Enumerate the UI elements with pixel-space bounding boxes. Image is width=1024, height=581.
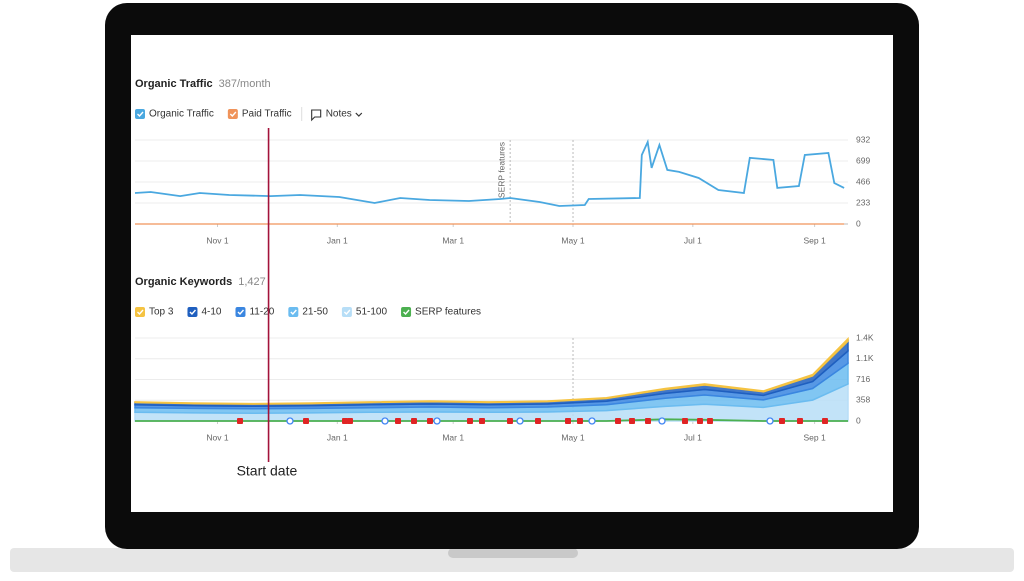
chart-title: Organic Keywords: [135, 276, 232, 288]
x-tick-label: Jul 1: [684, 432, 702, 442]
serp-icon: [779, 418, 785, 424]
legend-label: Top 3: [149, 307, 174, 318]
legend-checkbox[interactable]: [341, 307, 352, 317]
legend-checkbox[interactable]: [135, 307, 145, 317]
y-tick-label: 233: [856, 197, 870, 207]
legend-checkbox[interactable]: [187, 307, 198, 317]
serp-icon: [427, 418, 433, 424]
x-tick-label: Sep 1: [803, 432, 825, 442]
serp-icon: [507, 418, 513, 424]
y-tick-label: 1.4K: [856, 332, 874, 342]
serp-icon: [535, 418, 541, 424]
start-date-label: Start date: [237, 463, 298, 479]
line-series: [134, 138, 845, 207]
serp-icon: [479, 418, 485, 424]
x-tick-label: May 1: [561, 432, 584, 442]
chart-title: Organic Traffic: [135, 78, 213, 90]
legend-check: [237, 309, 245, 316]
serp-icon: [433, 417, 441, 425]
legend-checkbox[interactable]: [235, 307, 246, 317]
legend-label: 11-20: [249, 307, 274, 318]
legend-checkbox[interactable]: [288, 307, 299, 317]
x-tick-label: Jan 1: [327, 432, 348, 442]
legend-label: 51-100: [356, 307, 388, 318]
x-tick-label: Mar 1: [442, 235, 464, 245]
legend-check: [189, 309, 196, 316]
area-series: [134, 336, 849, 405]
notes-caret: [355, 112, 363, 117]
y-tick-label: 932: [856, 134, 870, 144]
serp-icon: [766, 417, 774, 425]
serp-icon: [707, 418, 713, 424]
serp-icon: [395, 418, 401, 424]
x-tick-label: Mar 1: [442, 432, 464, 442]
notes-icon: [311, 109, 322, 122]
legend-checkbox[interactable]: [135, 109, 145, 119]
x-tick-label: Nov 1: [206, 432, 228, 442]
y-tick-label: 358: [856, 395, 870, 405]
serp-icon: [381, 417, 389, 425]
serp-icon: [615, 418, 621, 424]
serp-icon: [237, 418, 243, 424]
y-tick-label: 1.1K: [856, 353, 874, 363]
chart-subtitle: 387/month: [219, 78, 271, 90]
legend-label: Organic Traffic: [149, 109, 214, 120]
legend-label: 21-50: [302, 307, 328, 318]
annotation-label: SERP features: [496, 142, 506, 198]
serp-icon: [697, 418, 703, 424]
y-tick-label: 0: [856, 218, 861, 228]
legend-label: SERP features: [415, 307, 481, 318]
legend-check: [229, 111, 237, 118]
screen: [131, 35, 893, 512]
laptop-base: [10, 548, 1014, 572]
serp-icon: [658, 417, 666, 425]
serp-icon: [411, 418, 417, 424]
serp-icon: [682, 418, 688, 424]
serp-icon: [286, 417, 294, 425]
x-tick-label: Jan 1: [327, 235, 348, 245]
laptop-notch: [448, 548, 578, 558]
serp-icon: [303, 418, 309, 424]
serp-icon: [822, 418, 828, 424]
x-tick-label: Jul 1: [684, 235, 702, 245]
serp-icon: [629, 418, 635, 424]
x-tick-label: May 1: [561, 235, 584, 245]
y-tick-label: 699: [856, 155, 870, 165]
x-tick-label: Sep 1: [803, 235, 825, 245]
chart-subtitle: 1,427: [238, 276, 266, 288]
legend-check: [137, 309, 144, 316]
legend-check: [343, 309, 351, 316]
serp-icon: [588, 417, 596, 425]
serp-icon: [342, 418, 348, 424]
serp-icon: [577, 418, 583, 424]
legend-checkbox[interactable]: [227, 109, 238, 119]
y-tick-label: 466: [856, 176, 870, 186]
legend-label: 4-10: [201, 307, 221, 318]
serp-icon: [645, 418, 651, 424]
y-tick-label: 0: [856, 415, 861, 425]
serp-icon: [347, 418, 353, 424]
legend-check: [290, 309, 297, 316]
legend-label: Paid Traffic: [242, 109, 292, 120]
serp-icon: [797, 418, 803, 424]
serp-icon: [516, 417, 524, 425]
notes-button[interactable]: Notes: [326, 109, 352, 120]
legend-checkbox[interactable]: [401, 307, 412, 317]
serp-icon: [467, 418, 473, 424]
legend-check: [403, 309, 410, 316]
serp-icon: [565, 418, 571, 424]
x-tick-label: Nov 1: [206, 235, 228, 245]
legend-check: [137, 111, 144, 118]
y-tick-label: 716: [856, 374, 870, 384]
